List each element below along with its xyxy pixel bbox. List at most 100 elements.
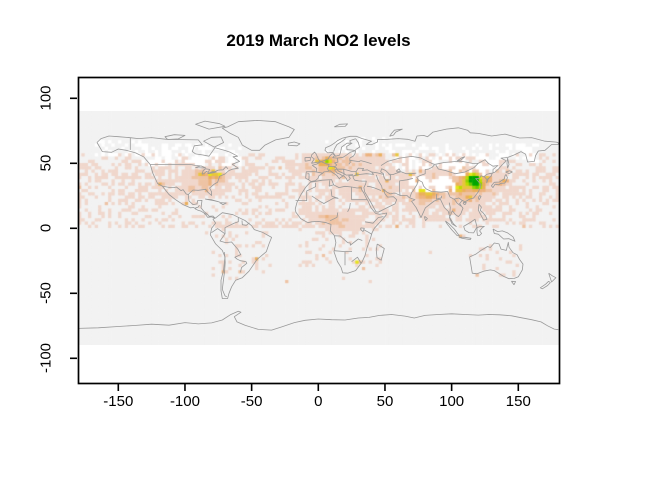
country-border-path bbox=[380, 156, 435, 166]
x-axis-tick-label: -50 bbox=[240, 393, 263, 410]
coastline-path bbox=[477, 195, 482, 201]
coastline-path bbox=[492, 228, 516, 242]
world-map-outline bbox=[78, 120, 559, 331]
coastline-path bbox=[195, 120, 226, 130]
coastline-path bbox=[78, 310, 559, 331]
country-border-path bbox=[478, 159, 499, 173]
coastline-path bbox=[360, 227, 365, 232]
country-border-path bbox=[351, 256, 362, 264]
country-border-path bbox=[409, 179, 419, 198]
coastline-path bbox=[305, 127, 559, 227]
country-border-path bbox=[351, 187, 367, 201]
coastline-path bbox=[219, 202, 227, 205]
x-axis-tick-label: 50 bbox=[376, 393, 394, 410]
x-axis-tick-label: -150 bbox=[103, 393, 134, 410]
x-axis-tick-label: 150 bbox=[505, 393, 531, 410]
coastline-path bbox=[505, 170, 513, 175]
y-axis-tick-label: 50 bbox=[37, 154, 55, 172]
country-border-path bbox=[336, 168, 356, 172]
country-border-path bbox=[307, 173, 310, 181]
y-axis-tick-label: -100 bbox=[37, 343, 55, 374]
coastline-path bbox=[548, 272, 557, 283]
country-border-path bbox=[334, 235, 363, 246]
country-border-path bbox=[363, 229, 373, 235]
country-border-path bbox=[224, 217, 239, 234]
coastline-path bbox=[221, 120, 295, 151]
coastline-path bbox=[389, 128, 403, 137]
coastline-path bbox=[380, 168, 392, 181]
country-border-path bbox=[311, 195, 339, 204]
x-axis-tick-label: -100 bbox=[169, 393, 200, 410]
y-axis-tick-label: 0 bbox=[37, 224, 55, 233]
country-border-path bbox=[221, 252, 227, 298]
country-border-path bbox=[241, 220, 250, 226]
coastline-path bbox=[203, 136, 224, 148]
country-border-path bbox=[162, 185, 189, 195]
coastline-path bbox=[456, 156, 466, 162]
y-axis-tick-label: 100 bbox=[37, 85, 55, 111]
coastline-path bbox=[539, 280, 551, 290]
country-border-path bbox=[333, 138, 346, 152]
coastline-path bbox=[195, 165, 206, 169]
coastline-path bbox=[463, 218, 478, 234]
no2-raster-heatmap bbox=[78, 111, 559, 345]
country-border-path bbox=[315, 171, 323, 174]
country-border-path bbox=[347, 202, 351, 212]
coastline-path bbox=[469, 241, 524, 280]
coastline-path bbox=[311, 151, 321, 164]
country-border-path bbox=[388, 171, 417, 175]
coastline-path bbox=[396, 168, 401, 173]
country-border-path bbox=[328, 158, 339, 167]
country-border-path bbox=[399, 178, 414, 196]
country-border-path bbox=[483, 172, 493, 177]
coastline-path bbox=[424, 215, 428, 221]
country-border-path bbox=[360, 160, 372, 165]
coastline-path bbox=[511, 280, 516, 286]
coastline-path bbox=[445, 220, 460, 237]
coastline-path bbox=[458, 236, 472, 240]
country-border-path bbox=[207, 166, 229, 175]
country-border-path bbox=[487, 177, 490, 180]
x-axis-tick-label: 0 bbox=[314, 393, 323, 410]
country-border-path bbox=[195, 204, 200, 210]
country-border-path bbox=[371, 171, 384, 175]
country-border-path bbox=[343, 169, 354, 176]
coastline-path bbox=[334, 123, 348, 128]
country-border-path bbox=[435, 161, 479, 175]
coastline-path bbox=[201, 168, 210, 175]
y-axis-tick-label: -50 bbox=[37, 282, 55, 305]
country-border-path bbox=[447, 191, 463, 201]
coastline-path bbox=[462, 201, 467, 205]
coastline-path bbox=[209, 212, 272, 299]
country-border-path bbox=[349, 159, 361, 162]
country-border-path bbox=[191, 164, 201, 167]
plot-area bbox=[78, 77, 559, 383]
country-border-path bbox=[355, 138, 360, 151]
plot-box-border bbox=[77, 76, 561, 385]
coastline-path bbox=[375, 243, 385, 261]
country-border-path bbox=[366, 185, 382, 191]
coastline-path bbox=[304, 156, 311, 162]
coastline-path bbox=[491, 174, 508, 188]
country-border-path bbox=[453, 198, 462, 207]
country-border-path bbox=[211, 228, 248, 273]
country-border-path bbox=[295, 182, 316, 201]
country-border-path bbox=[448, 202, 451, 214]
coastline-path bbox=[96, 135, 240, 219]
country-border-path bbox=[321, 161, 330, 172]
coastline-path bbox=[205, 198, 220, 203]
country-border-path bbox=[349, 138, 356, 143]
country-border-path bbox=[364, 216, 384, 224]
country-border-path bbox=[329, 212, 339, 222]
coastline-path bbox=[164, 134, 186, 140]
coastline-path bbox=[294, 179, 388, 274]
country-border-path bbox=[435, 194, 442, 200]
coastline-path bbox=[477, 204, 488, 221]
country-border-path bbox=[348, 158, 351, 165]
country-border-path bbox=[375, 174, 383, 190]
coastline-path bbox=[476, 226, 485, 236]
country-border-path bbox=[416, 164, 448, 193]
plot-title: 2019 March NO2 levels bbox=[226, 31, 411, 50]
country-border-path bbox=[328, 180, 334, 187]
